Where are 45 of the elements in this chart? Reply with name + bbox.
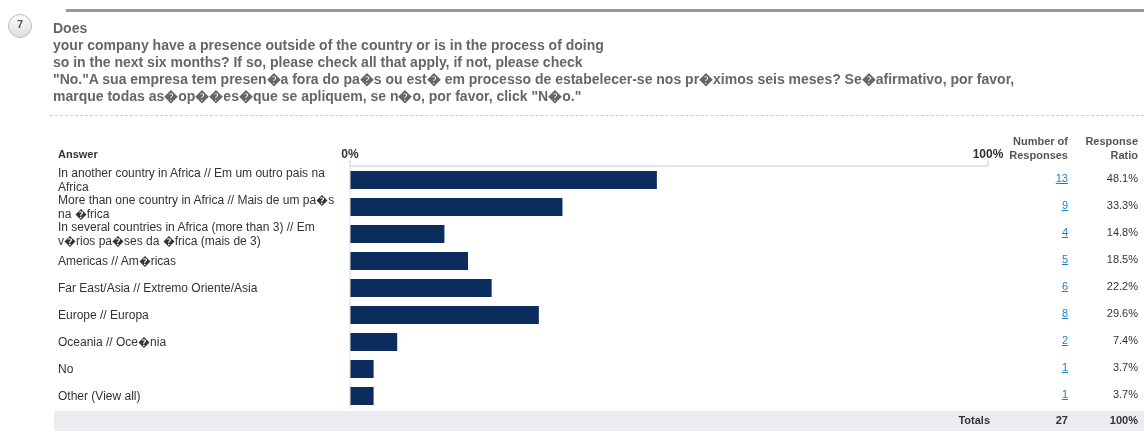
text: 1 [1060, 360, 1068, 373]
text: Totals [957, 414, 990, 426]
bar [350, 279, 492, 297]
bar [350, 198, 563, 216]
bar [350, 387, 374, 405]
bar [350, 333, 398, 351]
text: Number of Responses [1009, 135, 1068, 161]
y-tick-label: In another country in Africa // Em um outro pais na Africa [58, 165, 326, 194]
y-tick-label: More than one country in Africa // Mais de um pa�s na �frica [58, 192, 335, 221]
text: 1 [1060, 387, 1068, 400]
y-tick-label: No [58, 361, 74, 376]
text: 27 [1054, 414, 1068, 426]
y-tick-label: In several countries in Africa (more than 3) // Em v�rios pa�ses da �frica (mais de 3) [58, 219, 315, 248]
text: 4 [1060, 225, 1068, 238]
bar [350, 360, 374, 378]
x-tick-label: 0% [341, 147, 359, 161]
text: 5 [1060, 252, 1068, 265]
chart-title: Does your company have a presence outside of the country or is in the process of doing so in the next six months? If so, please check all that apply, if not, please check "No."A sua empresa tem presen�a fora do pa�s ou est� em processo de estabelecer-se nos pr�ximos seis meses? Se�afirmativo, por favor, marque todas as�op��es�que se apliquem, se n�o, por favor, click "N�o." [53, 20, 1016, 105]
data-label: 7.4% [1111, 333, 1138, 346]
text: 7 [15, 18, 25, 30]
text: 13 [1054, 171, 1068, 184]
bar [350, 306, 539, 324]
data-label: 3.7% [1111, 360, 1138, 373]
data-label: 14.8% [1105, 225, 1138, 238]
text: 6 [1060, 279, 1068, 292]
bar [350, 171, 657, 189]
y-axis-title: Answer [58, 148, 98, 160]
y-tick-label: Oceania // Oce�nia [58, 334, 167, 349]
data-label: 22.2% [1105, 279, 1138, 292]
y-tick-label: Europe // Europa [58, 307, 150, 322]
bar [350, 252, 469, 270]
y-tick-label: Other (View all) [58, 388, 141, 403]
text: 9 [1060, 198, 1068, 211]
text: Response Ratio [1084, 134, 1138, 162]
y-tick-label: Far East/Asia // Extremo Oriente/Asia [58, 280, 258, 295]
data-label: 29.6% [1105, 306, 1138, 319]
bar [350, 225, 445, 243]
data-label: 18.5% [1105, 252, 1138, 265]
data-label: 33.3% [1105, 198, 1138, 211]
data-label: 3.7% [1111, 387, 1138, 400]
text: 100% [1108, 414, 1138, 426]
text: 2 [1060, 333, 1068, 346]
text: 8 [1060, 306, 1068, 319]
data-label: 48.1% [1105, 171, 1138, 184]
y-tick-label: Americas // Am�ricas [58, 253, 177, 268]
